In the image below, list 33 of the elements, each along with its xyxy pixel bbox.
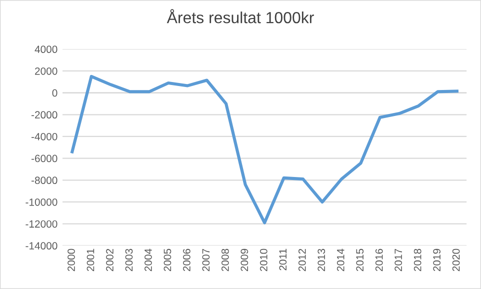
line-series: [70, 74, 458, 224]
x-tick-label: 2006: [183, 248, 190, 272]
y-tick-label: 2000: [35, 67, 58, 75]
y-tick-label: -10000: [26, 198, 58, 206]
x-tick-label: 2016: [375, 248, 383, 272]
x-tick-label: 2003: [125, 248, 133, 272]
x-tick-label: 2000: [68, 248, 75, 272]
x-tick-label: 2015: [356, 248, 364, 272]
y-tick-label: -8000: [31, 176, 58, 184]
x-tick-label: 2012: [298, 248, 306, 272]
x-tick-label: 2008: [221, 248, 229, 272]
x-tick-label: 2001: [86, 248, 94, 272]
x-tick-label: 2010: [260, 248, 268, 272]
x-tick-label: 2004: [144, 248, 152, 272]
y-tick-label: 4000: [34, 46, 58, 54]
x-tick-label: 2011: [279, 248, 287, 270]
y-tick-label: 0: [52, 89, 58, 97]
x-tick-label: 2002: [106, 248, 114, 272]
x-tick-label: 2019: [433, 248, 441, 272]
chart-title: Årets resultat 1000kr: [166, 9, 314, 24]
x-tick-label: 2007: [202, 248, 210, 272]
x-tick-label: 2009: [240, 248, 248, 272]
x-tick-label: 2013: [318, 248, 326, 272]
x-tick-label: 2014: [336, 248, 344, 272]
x-tick-label: 2020: [452, 248, 460, 272]
x-tick-label: 2018: [414, 248, 422, 272]
x-tick-label: 2017: [394, 248, 402, 272]
y-tick-label: -4000: [31, 132, 58, 140]
y-tick-label: -14000: [26, 242, 58, 250]
y-tick-label: -6000: [31, 154, 58, 162]
y-tick-label: -12000: [26, 220, 58, 228]
x-tick-label: 2005: [164, 248, 172, 272]
y-tick-label: -2000: [31, 111, 58, 119]
